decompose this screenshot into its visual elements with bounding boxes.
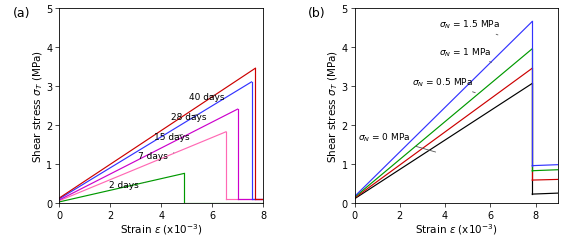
Text: $\sigma_N$ = 1 MPa: $\sigma_N$ = 1 MPa — [440, 46, 492, 63]
Text: 40 days: 40 days — [189, 93, 225, 102]
Text: 7 days: 7 days — [138, 151, 174, 160]
Y-axis label: Shear stress $\sigma_T$ (MPa): Shear stress $\sigma_T$ (MPa) — [31, 50, 45, 162]
Text: (a): (a) — [12, 7, 30, 20]
Text: $\sigma_N$ = 0 MPa: $\sigma_N$ = 0 MPa — [358, 132, 436, 152]
Text: (b): (b) — [308, 7, 325, 20]
Text: 28 days: 28 days — [171, 112, 207, 121]
Text: $\sigma_N$ = 1.5 MPa: $\sigma_N$ = 1.5 MPa — [440, 19, 501, 36]
Text: 2 days: 2 days — [109, 180, 145, 190]
Y-axis label: Shear stress $\sigma_T$ (MPa): Shear stress $\sigma_T$ (MPa) — [327, 50, 340, 162]
Text: $\sigma_N$ = 0.5 MPa: $\sigma_N$ = 0.5 MPa — [412, 76, 475, 93]
Text: 15 days: 15 days — [154, 132, 189, 141]
X-axis label: Strain $\varepsilon$ (x10$^{-3}$): Strain $\varepsilon$ (x10$^{-3}$) — [415, 221, 498, 236]
X-axis label: Strain $\varepsilon$ (x10$^{-3}$): Strain $\varepsilon$ (x10$^{-3}$) — [120, 221, 202, 236]
